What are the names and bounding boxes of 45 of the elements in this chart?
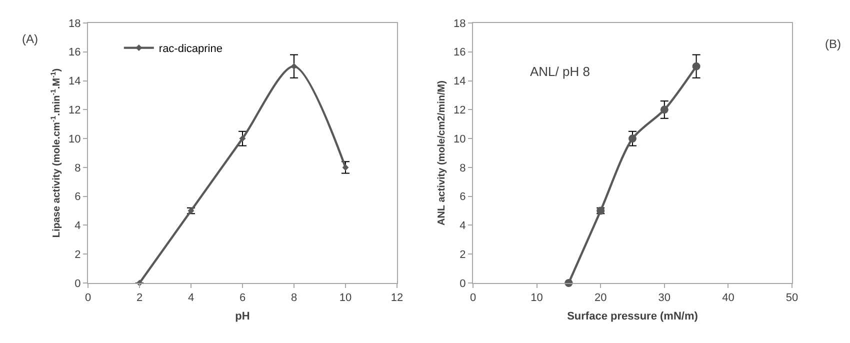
point bbox=[290, 63, 298, 70]
y-tick-label: 2 bbox=[460, 248, 466, 261]
x-tick-label: 12 bbox=[390, 292, 404, 304]
x-tick-label: 10 bbox=[530, 292, 543, 304]
point bbox=[239, 135, 246, 142]
y-axis-title: ANL activity (mole/cm2/min/M) bbox=[436, 80, 448, 226]
x-tick-label: 0 bbox=[470, 292, 476, 304]
x-tick-label: 50 bbox=[786, 292, 798, 304]
y-tick-label: 12 bbox=[454, 104, 466, 117]
y-tick-label: 8 bbox=[74, 162, 81, 174]
x-tick-label: 6 bbox=[239, 292, 246, 304]
y-tick-label: 10 bbox=[454, 133, 466, 146]
x-axis-title: Surface pressure (mN/m) bbox=[567, 310, 698, 322]
text: (A) bbox=[22, 32, 38, 46]
x-tick-label: 2 bbox=[136, 292, 143, 304]
y-tick-label: 8 bbox=[460, 162, 466, 174]
point bbox=[692, 62, 700, 70]
text: (B) bbox=[825, 37, 841, 51]
y-tick-label: 12 bbox=[68, 104, 81, 117]
y-tick-label: 18 bbox=[454, 18, 466, 30]
x-tick-label: 0 bbox=[84, 292, 92, 304]
y-tick-label: 6 bbox=[74, 191, 81, 204]
y-tick-label: 14 bbox=[454, 76, 466, 88]
legend-label: rac-dicaprine bbox=[158, 43, 222, 56]
point bbox=[628, 134, 636, 143]
y-tick-label: 0 bbox=[74, 278, 81, 290]
y-tick-label: 4 bbox=[460, 220, 466, 232]
y-tick-label: 0 bbox=[460, 278, 466, 290]
y-tick-label: 16 bbox=[454, 46, 466, 59]
y-tick-label: 4 bbox=[74, 220, 81, 232]
x-axis-title: pH bbox=[235, 310, 250, 322]
x-tick-label: 40 bbox=[722, 292, 734, 304]
x-tick-label: 20 bbox=[594, 292, 607, 304]
annotation: ANL/ pH 8 bbox=[530, 64, 590, 79]
x-tick-label: 10 bbox=[339, 292, 352, 304]
x-tick-label: 4 bbox=[188, 292, 194, 304]
x-tick-label: 30 bbox=[658, 292, 671, 304]
y-tick-label: 16 bbox=[68, 46, 81, 59]
y-tick-label: 10 bbox=[68, 133, 81, 146]
y-tick-label: 6 bbox=[460, 191, 466, 204]
y-tick-label: 18 bbox=[68, 18, 81, 30]
point bbox=[660, 106, 668, 114]
y-tick-label: 14 bbox=[68, 76, 81, 88]
y-tick-label: 2 bbox=[74, 248, 81, 261]
x-tick-label: 8 bbox=[290, 292, 298, 304]
